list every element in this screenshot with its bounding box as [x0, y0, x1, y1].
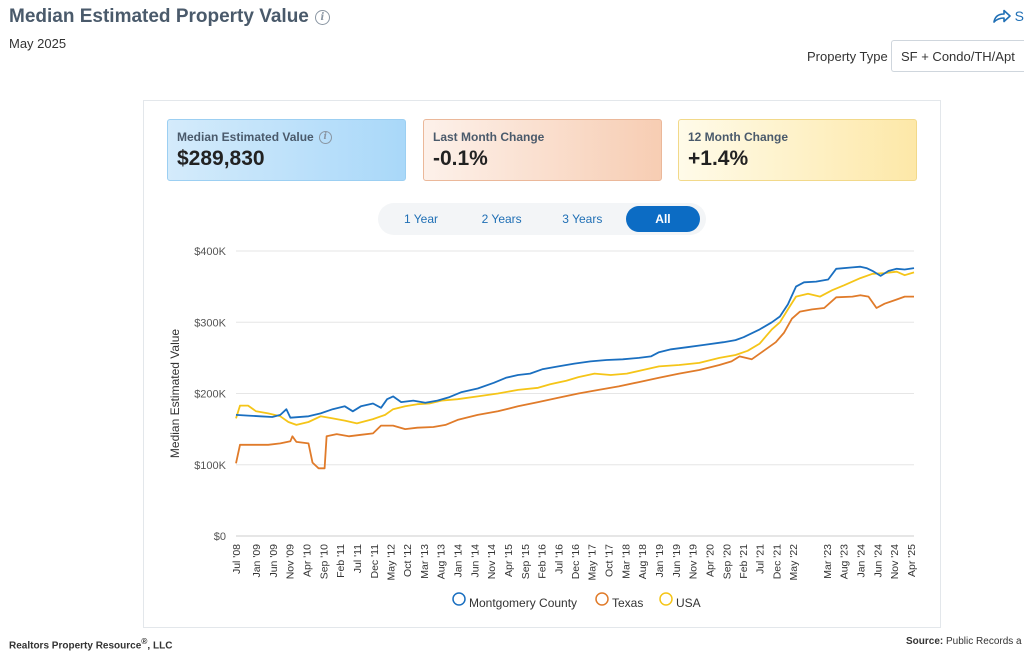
legend-label: USA [676, 596, 701, 610]
card-value: +1.4% [688, 147, 749, 170]
x-tick-label: Dec '21 [772, 544, 784, 579]
share-button[interactable]: S [992, 8, 1024, 24]
last-month-change-card: Last Month Change -0.1% [423, 119, 662, 181]
x-tick-label: Jun '19 [671, 544, 683, 578]
x-tick-label: Oct '17 [604, 544, 616, 577]
info-icon[interactable]: i [318, 130, 332, 144]
line-chart: $0 $100K $200K $300K $400K Median Estimated V… [168, 246, 918, 610]
x-tick-label: Dec '11 [369, 544, 381, 579]
x-tick-label: Jan '09 [251, 544, 263, 578]
legend-marker [452, 592, 466, 606]
x-tick-label: Mar '13 [419, 544, 431, 579]
x-tick-label: Jan '14 [453, 544, 465, 578]
x-tick-label: Sep '15 [520, 544, 532, 579]
card-value: -0.1% [433, 147, 488, 170]
x-tick-label: Jan '19 [654, 544, 666, 578]
x-tick-label: Apr '25 [906, 544, 918, 577]
x-tick-label: Nov '14 [486, 544, 498, 579]
time-range-tabs: 1 Year 2 Years 3 Years All [378, 203, 706, 235]
share-icon [992, 9, 1011, 23]
info-icon[interactable]: i [314, 9, 330, 25]
card-label: Median Estimated Value [177, 130, 314, 144]
card-label: 12 Month Change [688, 130, 789, 144]
x-tick-label: Nov '09 [285, 544, 297, 579]
x-tick-label: Apr '10 [301, 544, 313, 577]
x-tick-label: Nov '19 [687, 544, 699, 579]
chart-panel: Median Estimated Value i $289,830 Last M… [143, 100, 941, 628]
x-tick-label: Jul '08 [231, 544, 243, 574]
tab-all[interactable]: All [625, 206, 700, 232]
x-tick-label: Oct '12 [402, 544, 414, 577]
x-tick-label: Aug '13 [436, 544, 448, 579]
x-tick-label: Jun '09 [268, 544, 280, 578]
x-tick-label: Aug '18 [637, 544, 649, 579]
legend-label: Montgomery County [469, 596, 577, 610]
legend-label: Texas [612, 596, 643, 610]
y-tick-label: $200K [194, 389, 226, 401]
x-tick-label: May '22 [788, 544, 800, 581]
property-type-label: Property Type [807, 49, 888, 64]
series-line-usa [235, 270, 915, 426]
tab-3-years[interactable]: 3 Years [562, 212, 603, 226]
median-value-card: Median Estimated Value i $289,830 [167, 119, 406, 181]
x-tick-label: Feb '16 [536, 544, 548, 579]
legend-marker [595, 592, 609, 606]
page-subtitle: May 2025 [9, 36, 67, 51]
x-tick-label: Dec '16 [570, 544, 582, 579]
x-tick-label: Feb '11 [335, 544, 347, 578]
y-axis-label: Median Estimated Value [168, 329, 182, 459]
property-type-select[interactable]: SF + Condo/TH/Apt [891, 40, 1024, 72]
y-tick-label: $400K [194, 246, 226, 258]
x-tick-label: Sep '20 [721, 544, 733, 579]
x-tick-label: Mar '18 [621, 544, 633, 579]
footer-attribution: Realtors Property Resource®, LLC [9, 636, 173, 652]
x-tick-label: Jul '11 [352, 544, 364, 573]
x-tick-label: Jun '14 [469, 544, 481, 578]
x-tick-label: Aug '23 [839, 544, 851, 579]
y-tick-label: $0 [214, 531, 226, 543]
x-tick-label: Jun '24 [872, 544, 884, 578]
share-label: S [1014, 8, 1024, 24]
card-value: $289,830 [177, 147, 265, 170]
twelve-month-change-card: 12 Month Change +1.4% [678, 119, 917, 181]
x-tick-label: Apr '20 [704, 544, 716, 577]
x-tick-label: Sep '10 [318, 544, 330, 579]
page-title: Median Estimated Property Value i [9, 6, 330, 28]
x-tick-label: May '12 [385, 544, 397, 581]
x-tick-label: Mar '23 [822, 544, 834, 579]
x-tick-label: Jul '16 [553, 544, 565, 574]
y-tick-label: $300K [194, 317, 226, 329]
series-line-montgomery-county [235, 265, 915, 419]
x-tick-label: Jan '24 [855, 544, 867, 578]
tab-1-year[interactable]: 1 Year [403, 212, 439, 226]
y-tick-label: $100K [194, 460, 226, 472]
footer-source: Source: Public Records a [906, 636, 1022, 647]
x-tick-label: Feb '21 [738, 544, 750, 579]
card-label: Last Month Change [433, 130, 545, 144]
x-tick-label: May '17 [587, 544, 599, 581]
x-tick-label: Jul '21 [755, 544, 767, 574]
page-title-text: Median Estimated Property Value [9, 6, 309, 27]
legend-marker [659, 592, 673, 606]
series-line-texas [235, 294, 914, 470]
tab-2-years[interactable]: 2 Years [481, 212, 522, 226]
x-tick-label: Nov '24 [889, 544, 901, 579]
x-tick-label: Apr '15 [503, 544, 515, 577]
